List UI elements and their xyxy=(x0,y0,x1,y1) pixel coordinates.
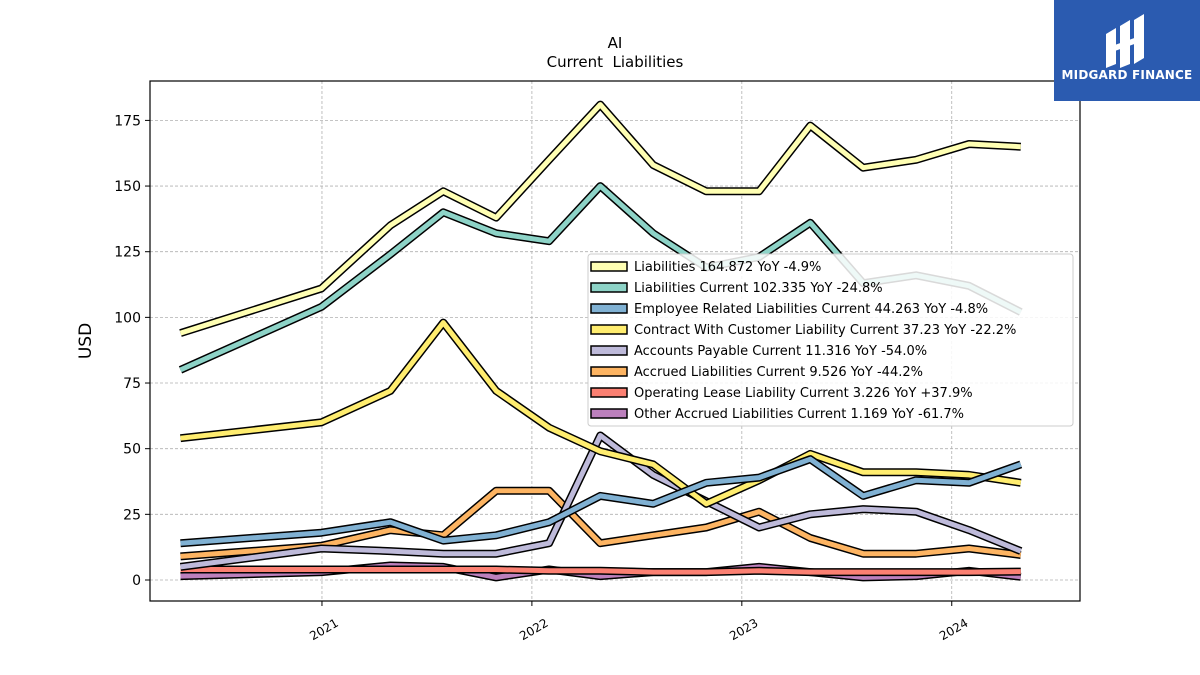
brand-name: MIDGARD FINANCE xyxy=(1061,68,1193,82)
chart-title: AI xyxy=(608,34,623,52)
legend-label: Employee Related Liabilities Current 44.… xyxy=(634,302,988,317)
legend-entry: Contract With Customer Liability Current… xyxy=(590,323,1016,338)
series-line xyxy=(180,433,1022,570)
legend-swatch xyxy=(590,408,628,419)
legend-label: Operating Lease Liability Current 3.226 … xyxy=(634,386,973,401)
series-accounts-payable-current xyxy=(179,431,1023,571)
series-line xyxy=(180,456,1022,546)
legend-label: Other Accrued Liabilities Current 1.169 … xyxy=(634,407,964,422)
legend-label: Contract With Customer Liability Current… xyxy=(634,323,1016,338)
y-tick-label: 175 xyxy=(114,113,141,129)
legend: Liabilities 164.872 YoY -4.9% Liabilities… xyxy=(587,253,1074,427)
y-tick-label: 125 xyxy=(114,245,141,261)
legend-swatch xyxy=(590,303,628,314)
plot-frame xyxy=(149,80,1081,602)
legend-entry: Employee Related Liabilities Current 44.… xyxy=(590,302,988,317)
y-tick-label: 25 xyxy=(123,507,141,523)
legend-swatch xyxy=(590,366,628,377)
x-tick-label: 2021 xyxy=(307,616,340,643)
legend-label: Liabilities 164.872 YoY -4.9% xyxy=(634,260,821,275)
midgard-logo-icon xyxy=(1106,14,1144,68)
y-axis-label: USD xyxy=(76,323,96,359)
x-tick-label: 2022 xyxy=(517,616,550,643)
legend-swatch xyxy=(590,387,628,398)
series-employee-related-liabilities-current xyxy=(180,455,1023,548)
legend-entry: Operating Lease Liability Current 3.226 … xyxy=(590,386,973,401)
chart-subtitle: Current Liabilities xyxy=(547,53,684,71)
y-tick-label: 75 xyxy=(123,376,141,392)
series-liabilities xyxy=(179,100,1022,337)
y-tick-label: 0 xyxy=(132,573,141,589)
legend-entry: Accounts Payable Current 11.316 YoY -54.… xyxy=(590,344,927,359)
series-line xyxy=(180,320,1022,507)
legend-label: Liabilities Current 102.335 YoY -24.8% xyxy=(634,281,883,296)
x-tick-label: 2024 xyxy=(937,616,970,643)
legend-label: Accrued Liabilities Current 9.526 YoY -4… xyxy=(634,365,923,380)
x-tick-label: 2023 xyxy=(727,616,760,643)
legend-swatch xyxy=(590,282,628,293)
legend-entry: Liabilities Current 102.335 YoY -24.8% xyxy=(590,281,883,296)
series-contract-with-customer-liability-current xyxy=(180,318,1022,508)
legend-swatch xyxy=(590,324,628,335)
legend-swatch xyxy=(590,345,628,356)
legend-entry: Accrued Liabilities Current 9.526 YoY -4… xyxy=(590,365,923,380)
legend-entry: Liabilities 164.872 YoY -4.9% xyxy=(590,260,821,275)
brand-logo: MIDGARD FINANCE xyxy=(1054,0,1200,101)
series-line xyxy=(180,567,1021,575)
y-tick-label: 100 xyxy=(114,310,141,326)
series-line xyxy=(179,102,1021,336)
series-operating-lease-liability-current xyxy=(180,565,1021,577)
legend-swatch xyxy=(590,261,628,272)
legend-box xyxy=(587,253,1074,427)
y-tick-label: 50 xyxy=(123,442,141,458)
legend-entry: Other Accrued Liabilities Current 1.169 … xyxy=(590,407,964,422)
y-tick-label: 150 xyxy=(114,179,141,195)
legend-label: Accounts Payable Current 11.316 YoY -54.… xyxy=(634,344,927,359)
